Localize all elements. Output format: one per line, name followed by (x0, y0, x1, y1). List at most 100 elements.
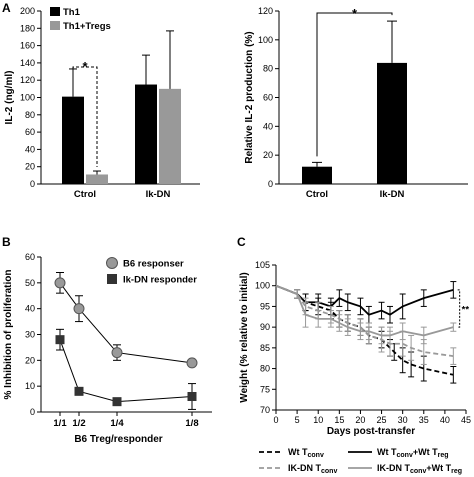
x-tick-label: 1/1 (53, 418, 67, 429)
legend-label: Th1 (63, 7, 81, 18)
legend-marker (107, 274, 117, 284)
bar (62, 96, 84, 184)
y-tick-label: 40 (25, 304, 35, 314)
bar (86, 174, 108, 184)
bar (377, 62, 407, 184)
chart-c-weight: 70 75 80 85 90 95 100 105 0 5 10 15 20 25 30 35 40 45 Days… (239, 260, 471, 475)
legend-text: +Wt T (426, 463, 451, 473)
y-tick-label: 200 (20, 6, 35, 16)
significance-star: * (352, 6, 358, 21)
legend-subscript: conv (308, 452, 324, 459)
x-tick-label: 10 (313, 415, 323, 425)
x-axis-label: Days post-transfer (327, 426, 415, 437)
series-line (59, 339, 193, 403)
y-tick-label: 60 (25, 252, 35, 262)
y-tick-label: 40 (263, 121, 273, 131)
chart-a-il2: 0 20 40 60 80 100 120 140 160 180 200 IL-2 (ng/ml) C… (4, 6, 200, 200)
x-tick-label: Ctrol (74, 189, 96, 200)
legend-swatch (50, 21, 60, 30)
y-tick-label: 30 (25, 330, 35, 340)
y-tick-label: 100 (255, 281, 270, 291)
y-tick-label: 20 (25, 162, 35, 172)
y-tick-label: 105 (255, 260, 270, 270)
data-point (112, 397, 122, 407)
bar (159, 88, 181, 184)
chart-a-relative-il2: 0 20 40 60 80 100 120 Relative IL-2 production … (244, 6, 468, 200)
x-tick-label: 25 (377, 415, 387, 425)
x-tick-label: 1/2 (72, 418, 85, 429)
y-axis-label: Relative IL-2 production (%) (244, 31, 255, 163)
y-tick-label: 140 (20, 58, 35, 68)
y-tick-label: 60 (263, 93, 273, 103)
bar (302, 166, 332, 184)
y-tick-label: 40 (25, 144, 35, 154)
y-tick-label: 85 (260, 343, 270, 353)
legend-label: Ik-DN responder (123, 275, 197, 286)
legend-label: Wt Tconv (288, 447, 324, 459)
legend-label: IK-DN Tconv+Wt Treg (377, 463, 462, 475)
x-tick-label: 1/4 (110, 418, 124, 429)
y-tick-label: 120 (20, 75, 35, 85)
y-axis-label: Weight (% relative to initial) (239, 272, 250, 402)
legend-text: Wt T (377, 447, 397, 457)
y-tick-label: 20 (263, 150, 273, 160)
x-tick-label: 20 (355, 415, 365, 425)
y-tick-label: 0 (268, 179, 273, 189)
x-tick-label: 30 (398, 415, 408, 425)
x-tick-label: Ik-DN (146, 189, 171, 200)
series-line (59, 282, 193, 364)
panel-letter-b: B (2, 235, 11, 249)
legend-text: IK-DN T (377, 463, 410, 473)
panel-letter-a: A (2, 1, 11, 15)
data-point (111, 347, 123, 359)
x-tick-label: 40 (440, 415, 450, 425)
legend-subscript: reg (438, 452, 449, 459)
panel-letter-c: C (237, 235, 246, 249)
y-tick-label: 75 (260, 384, 270, 394)
x-tick-label: 35 (419, 415, 429, 425)
x-tick-label: 45 (461, 415, 471, 425)
bar (135, 84, 157, 184)
series-line (275, 284, 454, 376)
y-tick-label: 80 (263, 64, 273, 74)
legend-marker (106, 257, 118, 269)
legend-subscript: reg (451, 468, 462, 475)
chart-b-inhibition: 0 10 20 30 40 50 60 1/1 1/2 1/4 1/8 B6 Treg/respond… (3, 252, 212, 445)
x-tick-label: 1/8 (185, 418, 198, 429)
y-tick-label: 80 (25, 110, 35, 120)
data-point (186, 357, 198, 369)
y-axis-label: % Inhibition of proliferation (3, 270, 14, 400)
x-tick-label: Ik-DN (380, 189, 405, 200)
significance-bracket (316, 12, 393, 157)
x-tick-label: 0 (273, 415, 278, 425)
y-axis-label: IL-2 (ng/ml) (4, 71, 15, 125)
y-tick-label: 10 (25, 381, 35, 391)
legend-subscript: conv (321, 468, 337, 475)
y-tick-label: 180 (20, 23, 35, 33)
legend-text: Wt T (288, 447, 308, 457)
data-point (73, 303, 85, 315)
legend-subscript: conv (397, 452, 413, 459)
data-point (55, 335, 65, 345)
y-tick-label: 90 (260, 322, 270, 332)
y-tick-label: 0 (30, 407, 35, 417)
legend-label: IK-DN Tconv (288, 463, 337, 475)
legend-swatch (50, 7, 60, 16)
legend-subscript: conv (410, 468, 426, 475)
data-point (74, 386, 84, 396)
legend-label: Wt Tconv+Wt Treg (377, 447, 449, 459)
series-line (275, 284, 454, 358)
y-tick-label: 50 (25, 278, 35, 288)
legend-label: B6 responser (123, 259, 184, 270)
data-point (187, 392, 197, 401)
significance-star: ** (462, 305, 470, 316)
x-tick-label: 15 (334, 415, 344, 425)
y-tick-label: 0 (30, 179, 35, 189)
y-tick-label: 100 (20, 93, 35, 103)
x-axis-label: B6 Treg/responder (74, 434, 162, 445)
x-tick-label: 5 (295, 415, 300, 425)
legend-label: Th1+Tregs (63, 21, 111, 32)
y-tick-label: 60 (25, 127, 35, 137)
y-tick-label: 80 (260, 364, 270, 374)
